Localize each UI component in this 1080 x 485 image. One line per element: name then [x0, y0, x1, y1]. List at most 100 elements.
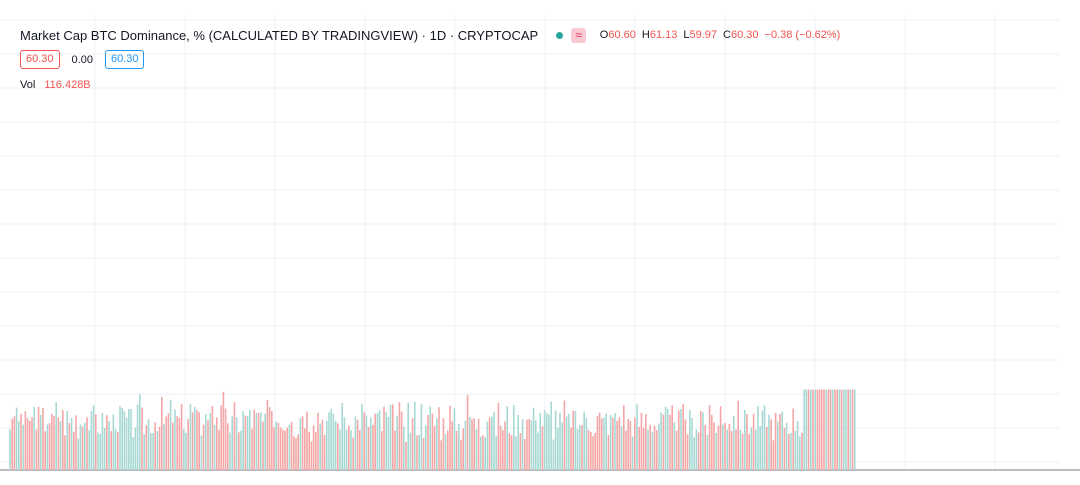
- volume-bar: [136, 404, 139, 470]
- volume-bar: [174, 409, 176, 470]
- volume-bar: [557, 427, 559, 470]
- volume-bar: [579, 425, 581, 470]
- volume-label[interactable]: Vol: [20, 79, 36, 91]
- volume-bar: [70, 417, 73, 470]
- volume-bar: [532, 407, 535, 470]
- volume-bar: [295, 438, 297, 470]
- volume-bar: [242, 411, 244, 470]
- volume-bar: [845, 389, 847, 470]
- volume-bar: [224, 408, 227, 470]
- volume-bar: [398, 402, 401, 470]
- buy-price-button[interactable]: 60.30: [104, 50, 145, 69]
- volume-bar: [44, 431, 46, 470]
- volume-bar: [607, 435, 610, 470]
- approx-icon[interactable]: ≈: [571, 27, 586, 43]
- volume-bar: [673, 422, 676, 470]
- volume-bar: [517, 414, 519, 470]
- volume-bar: [770, 419, 772, 470]
- volume-bar: [438, 407, 440, 470]
- volume-bar: [447, 430, 449, 470]
- volume-bar: [651, 432, 654, 470]
- volume-bar: [455, 430, 458, 470]
- volume-bar: [605, 413, 607, 470]
- volume-bar: [475, 429, 478, 470]
- volume-bar: [363, 412, 365, 470]
- volume-bar: [772, 440, 775, 470]
- volume-bar: [411, 418, 414, 470]
- volume-bar: [337, 423, 339, 470]
- volume-bar: [796, 421, 799, 470]
- volume-bar: [805, 389, 808, 470]
- volume-bar: [361, 403, 363, 470]
- volume-bar: [695, 429, 698, 470]
- volume-bar: [75, 415, 77, 470]
- volume-bar: [702, 412, 704, 470]
- volume-bar: [26, 418, 29, 470]
- volume-bar: [717, 425, 720, 470]
- volume-bar: [51, 413, 53, 470]
- volume-bar: [169, 399, 172, 470]
- volume-bar: [251, 429, 253, 470]
- volume-bar: [284, 430, 286, 470]
- volume-bar: [348, 425, 350, 470]
- sell-price-button[interactable]: 60.30: [20, 50, 60, 69]
- volume-bar: [675, 430, 678, 470]
- volume-bar: [59, 421, 62, 470]
- volume-bar: [810, 389, 812, 470]
- volume-bar: [431, 413, 434, 470]
- volume-bar: [161, 397, 163, 470]
- volume-bar: [141, 407, 143, 470]
- volume-bar: [425, 425, 427, 470]
- volume-bar: [367, 426, 370, 470]
- volume-bar: [11, 418, 13, 470]
- volume-bar: [400, 411, 403, 470]
- volume-bar: [209, 413, 211, 470]
- volume-bar: [493, 411, 495, 470]
- volume-bar: [42, 407, 44, 470]
- volume-bar: [62, 410, 64, 470]
- volume-bar: [293, 436, 295, 470]
- volume-bar: [838, 389, 841, 470]
- volume-bar: [354, 416, 357, 470]
- volume-bar: [343, 417, 346, 470]
- volume-bar: [554, 410, 557, 470]
- volume-bar: [271, 411, 273, 470]
- volume-bar: [301, 416, 304, 470]
- ohlc-low: L59.97: [683, 29, 718, 41]
- volume-bar: [202, 424, 205, 470]
- volume-bar: [497, 402, 500, 470]
- volume-bar: [662, 414, 665, 470]
- volume-bar: [477, 418, 480, 470]
- volume-bar: [167, 413, 170, 470]
- volume-bar: [499, 425, 502, 470]
- volume-bar: [429, 406, 431, 470]
- volume-bar: [469, 417, 471, 470]
- symbol-title[interactable]: Market Cap BTC Dominance, % (CALCULATED …: [20, 27, 539, 43]
- volume-bar: [55, 402, 57, 470]
- volume-bar: [392, 404, 394, 470]
- volume-bar: [744, 409, 746, 470]
- volume-bar: [821, 389, 823, 470]
- volume-bar: [288, 424, 291, 470]
- volume-bar: [383, 406, 385, 470]
- volume-bar: [473, 418, 475, 470]
- volume-bar: [81, 426, 84, 470]
- volume-bar: [341, 403, 343, 470]
- volume-bar: [275, 421, 277, 470]
- volume-bar: [260, 412, 262, 470]
- volume-bar: [801, 432, 803, 470]
- volume-bar: [231, 416, 233, 470]
- chart-legend: Market Cap BTC Dominance, % (CALCULATED …: [20, 26, 840, 44]
- volume-bar: [92, 405, 95, 470]
- volume-bar: [99, 433, 101, 470]
- volume-bar: [638, 426, 640, 470]
- volume-bar: [737, 400, 739, 470]
- volume-bar: [570, 427, 572, 470]
- volume-bar: [777, 421, 779, 470]
- volume-bar: [187, 418, 189, 470]
- volume-bar: [33, 407, 35, 470]
- volume-bar: [741, 433, 744, 470]
- volume-bar: [576, 429, 579, 470]
- volume-bar: [682, 404, 684, 470]
